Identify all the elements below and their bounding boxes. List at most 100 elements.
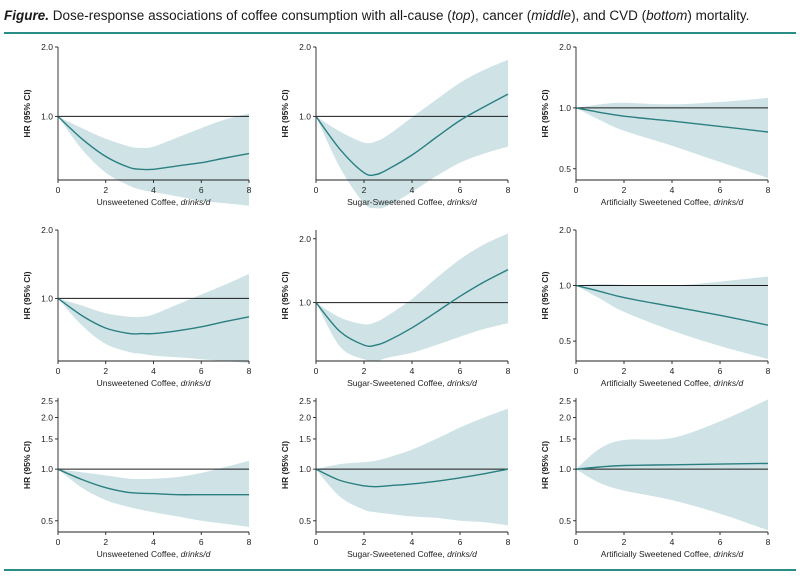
hr-line — [315, 468, 509, 488]
hr-line — [575, 107, 769, 133]
x-axis-label: Artificially Sweetened Coffee, drinks/d — [601, 549, 744, 559]
x-axis-label: Sugar-Sweetened Coffee, drinks/d — [347, 378, 477, 388]
x-tick-label: 6 — [199, 537, 204, 547]
x-tick-label: 8 — [766, 366, 771, 376]
caption-middle: middle — [531, 8, 572, 23]
x-tick-label: 6 — [718, 185, 723, 195]
x-axis-label-text: Artificially Sweetened Coffee, — [601, 378, 714, 388]
y-axis-label: HR (95% CI) — [22, 89, 32, 137]
x-tick-label: 4 — [670, 185, 675, 195]
x-axis-label-unit: drinks/d — [714, 197, 744, 207]
x-tick-label: 4 — [410, 366, 415, 376]
x-axis-label: Sugar-Sweetened Coffee, drinks/d — [347, 549, 477, 559]
x-axis-label-text: Sugar-Sweetened Coffee, — [347, 549, 447, 559]
y-tick-label: 1.0 — [299, 111, 311, 121]
x-tick-label: 0 — [574, 185, 579, 195]
chart-panel-9: 0 2 4 6 8 0.5 1.0 1.5 2.0 2.5 Artificially Sweeten… — [540, 396, 771, 559]
x-tick-label: 4 — [410, 537, 415, 547]
hr-line — [57, 468, 249, 496]
x-tick-label: 8 — [766, 537, 771, 547]
y-tick-label: 1.0 — [559, 464, 571, 474]
hr-line — [57, 115, 250, 171]
x-tick-label: 4 — [670, 537, 675, 547]
x-tick-label: 2 — [622, 537, 627, 547]
x-tick-label: 0 — [574, 537, 579, 547]
x-tick-label: 2 — [103, 366, 108, 376]
x-axis-label-unit: drinks/d — [714, 378, 744, 388]
caption-label: Figure. — [4, 8, 50, 23]
chart-panel-8: 0 2 4 6 8 0.5 1.0 1.5 2.0 2.5 Sugar-Sweetened Coff… — [280, 396, 511, 559]
footer-rule — [4, 569, 796, 571]
x-tick-label: 8 — [506, 185, 511, 195]
caption-bottom: bottom — [646, 8, 688, 23]
y-tick-label: 0.5 — [559, 336, 571, 346]
hr-line — [315, 268, 509, 347]
x-tick-label: 8 — [506, 366, 511, 376]
x-tick-label: 2 — [362, 537, 367, 547]
x-axis-label-unit: drinks/d — [447, 197, 477, 207]
confidence-band — [576, 276, 768, 359]
x-tick-label: 8 — [247, 537, 252, 547]
x-tick-label: 0 — [56, 185, 61, 195]
x-tick-label: 4 — [410, 185, 415, 195]
y-tick-label: 1.0 — [41, 111, 53, 121]
confidence-band — [316, 408, 508, 526]
caption-text: Dose-response associations of coffee con… — [49, 8, 452, 23]
x-tick-label: 8 — [247, 185, 252, 195]
y-tick-label: 1.5 — [299, 434, 311, 444]
y-tick-label: 2.0 — [299, 42, 311, 52]
hr-line — [575, 462, 769, 470]
y-axis-label: HR (95% CI) — [280, 89, 290, 137]
caption-text: ) mortality. — [687, 8, 750, 23]
x-tick-label: 6 — [458, 185, 463, 195]
y-tick-label: 2.0 — [299, 234, 311, 244]
y-axis-label: HR (95% CI) — [540, 271, 550, 319]
hr-line — [575, 284, 769, 326]
x-tick-label: 2 — [103, 185, 108, 195]
chart-panel-1: 0 2 4 6 8 1.0 2.0 Unsweetened Coffee, drinks/d H… — [22, 42, 252, 207]
y-tick-label: 1.0 — [41, 293, 53, 303]
y-tick-label: 2.5 — [41, 396, 53, 406]
y-tick-label: 1.5 — [41, 434, 53, 444]
x-tick-label: 6 — [199, 366, 204, 376]
y-axis-label: HR (95% CI) — [540, 441, 550, 489]
x-tick-label: 2 — [362, 185, 367, 195]
y-tick-label: 2.0 — [559, 42, 571, 52]
caption-rule — [4, 32, 796, 34]
x-axis-label-text: Sugar-Sweetened Coffee, — [347, 378, 447, 388]
x-tick-label: 2 — [103, 537, 108, 547]
x-tick-label: 0 — [56, 537, 61, 547]
x-tick-label: 0 — [56, 366, 61, 376]
chart-panel-6: 0 2 4 6 8 0.5 1.0 2.0 Artificially Sweetened Cof… — [540, 225, 771, 388]
confidence-band — [58, 274, 249, 363]
chart-grid: 0 2 4 6 8 1.0 2.0 Unsweetened Coffee, drinks/d H… — [22, 42, 771, 559]
y-tick-label: 2.0 — [41, 225, 53, 235]
y-tick-label: 0.5 — [41, 516, 53, 526]
y-tick-label: 1.5 — [559, 434, 571, 444]
x-axis-label-unit: drinks/d — [181, 378, 211, 388]
y-tick-label: 2.0 — [299, 413, 311, 423]
y-tick-label: 1.0 — [559, 103, 571, 113]
x-axis-label-unit: drinks/d — [181, 197, 211, 207]
x-tick-label: 0 — [314, 366, 319, 376]
chart-panel-3: 0 2 4 6 8 0.5 1.0 2.0 Artificially Sweetened Cof… — [540, 42, 771, 207]
y-tick-label: 2.0 — [559, 413, 571, 423]
x-axis-label-text: Sugar-Sweetened Coffee, — [347, 197, 447, 207]
caption-text: ), and CVD ( — [571, 8, 647, 23]
x-tick-label: 0 — [574, 366, 579, 376]
y-tick-label: 1.0 — [559, 281, 571, 291]
x-tick-label: 0 — [314, 537, 319, 547]
x-tick-label: 4 — [151, 366, 156, 376]
x-tick-label: 2 — [362, 366, 367, 376]
y-axis-label: HR (95% CI) — [280, 271, 290, 319]
chart-panel-2: 0 2 4 6 8 1.0 2.0 Sugar-Sweetened Coffee, drink… — [280, 42, 511, 209]
x-axis-label: Sugar-Sweetened Coffee, drinks/d — [347, 197, 477, 207]
confidence-band — [316, 233, 508, 362]
x-axis-label-text: Unsweetened Coffee, — [97, 378, 181, 388]
caption-text: ), cancer ( — [470, 8, 532, 23]
y-tick-label: 1.0 — [299, 298, 311, 308]
x-tick-label: 2 — [622, 366, 627, 376]
y-tick-label: 2.0 — [41, 413, 53, 423]
x-axis-label: Artificially Sweetened Coffee, drinks/d — [601, 378, 744, 388]
x-axis-label-unit: drinks/d — [447, 378, 477, 388]
